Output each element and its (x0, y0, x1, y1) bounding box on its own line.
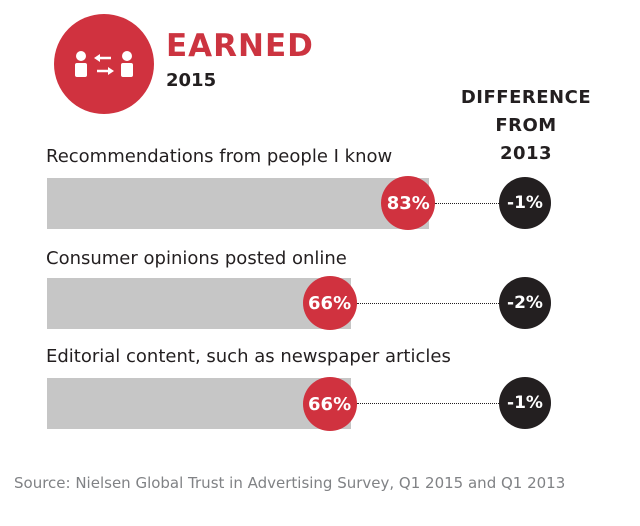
category-label: Consumer opinions posted online (46, 248, 347, 269)
year-label: 2015 (166, 70, 217, 91)
difference-bubble: -1% (499, 377, 551, 429)
earned-logo-badge (54, 14, 154, 114)
leader-dots (435, 203, 499, 204)
value-bar (47, 278, 351, 329)
category-label: Recommendations from people I know (46, 146, 393, 167)
value-bar (47, 178, 430, 229)
value-bar (47, 378, 351, 429)
source-note: Source: Nielsen Global Trust in Advertis… (14, 474, 566, 492)
leader-dots (356, 303, 499, 304)
difference-bubble: -2% (499, 277, 551, 329)
page-title: EARNED (166, 28, 314, 64)
difference-header-line-3: 2013 (499, 143, 553, 164)
difference-bubble: -1% (499, 177, 551, 229)
difference-column-header: DIFFERENCE FROM 2013 (438, 84, 614, 168)
value-bubble: 66% (302, 377, 357, 431)
leader-dots (356, 403, 499, 404)
value-bubble: 83% (381, 176, 436, 230)
difference-header-line-1: DIFFERENCE (460, 87, 592, 108)
category-label: Editorial content, such as newspaper art… (46, 346, 451, 367)
value-bubble: 66% (302, 276, 357, 330)
people-exchange-icon (75, 51, 133, 77)
difference-header-line-2: FROM (495, 115, 557, 136)
